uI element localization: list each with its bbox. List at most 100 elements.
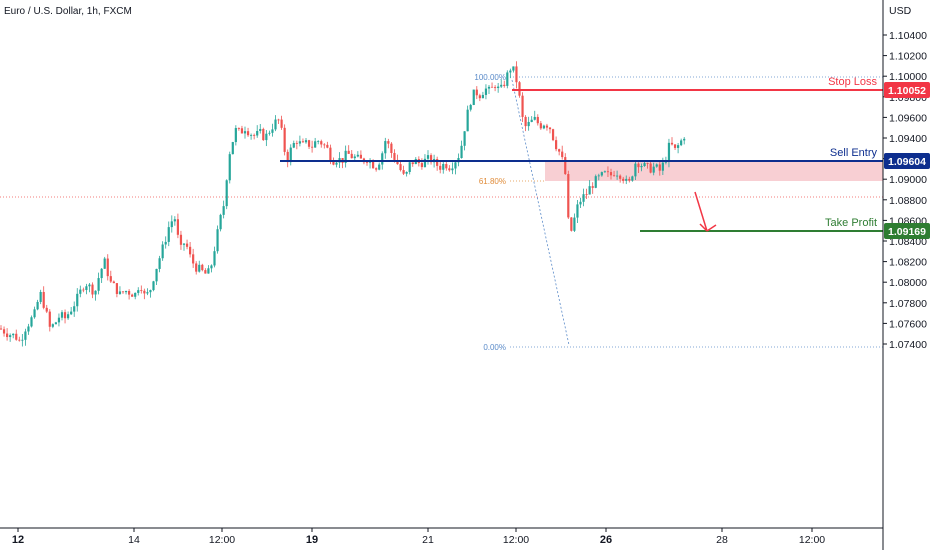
time-axis[interactable]: 12 14 12:00 19 21 12:00 26 28 12:00 [12, 528, 825, 546]
candle-down [420, 163, 423, 168]
candle-up [155, 268, 158, 282]
candle-up [451, 168, 454, 171]
candle-down [15, 333, 18, 340]
candle-up [426, 155, 430, 159]
candle-up [442, 163, 445, 170]
candle-down [201, 264, 204, 271]
candle-up [576, 204, 579, 218]
candle-up [405, 171, 408, 174]
candle-up [198, 264, 201, 272]
candle-down [585, 194, 588, 196]
candle-up [597, 175, 600, 177]
candle-up [103, 258, 106, 269]
candle-down [494, 87, 497, 89]
candle-up [408, 162, 411, 172]
candle-up [216, 229, 219, 252]
price-axis[interactable]: 1.104001.102001.100001.098001.096001.094… [883, 30, 927, 351]
candle-up [149, 290, 152, 293]
candle-down [82, 289, 85, 291]
candle-down [673, 144, 677, 148]
y-tick-label: 1.09600 [889, 112, 927, 124]
fib-trend-line [511, 79, 570, 346]
candle-down [372, 161, 375, 169]
candle-down [91, 284, 94, 295]
candle-down [109, 276, 112, 282]
candle-down [311, 146, 314, 148]
candle-up [506, 72, 509, 86]
candle-down [295, 142, 298, 144]
candle-up [243, 131, 247, 134]
candle-up [210, 265, 213, 269]
candle-down [6, 333, 9, 338]
y-tick-label: 1.07400 [889, 339, 927, 351]
candle-down [329, 147, 332, 162]
candle-up [170, 221, 173, 228]
y-tick-label: 1.07800 [889, 298, 927, 310]
candle-down [115, 283, 118, 294]
candle-up [509, 70, 512, 73]
candle-down [591, 186, 594, 188]
candle-up [219, 214, 222, 230]
candle-up [146, 292, 149, 294]
candle-down [609, 172, 613, 176]
y-tick-label: 1.09000 [889, 174, 927, 186]
candle-up [667, 142, 671, 162]
x-tick-label: 12:00 [503, 534, 529, 546]
sell-zone [545, 162, 883, 181]
candle-down [606, 171, 610, 173]
stop-loss-value: 1.10052 [888, 85, 926, 97]
candle-up [213, 251, 216, 266]
candle-up [335, 162, 338, 165]
candle-up [250, 134, 253, 136]
candle-up [274, 119, 277, 130]
chart-title: Euro / U.S. Dollar, 1h, FXCM [4, 6, 132, 17]
candle-down [411, 162, 414, 165]
candle-up [231, 142, 234, 155]
candle-up [542, 125, 545, 129]
candle-up [481, 94, 484, 99]
candle-down [402, 170, 405, 174]
candle-up [527, 121, 530, 127]
candle-down [253, 134, 256, 136]
candle-up [472, 89, 475, 105]
candle-up [497, 86, 500, 89]
candle-down [612, 175, 616, 177]
candle-down [628, 178, 631, 181]
y-tick-label: 1.08200 [889, 257, 927, 269]
candle-up [314, 141, 317, 148]
candle-down [45, 307, 48, 312]
candle-up [207, 268, 210, 274]
candle-up [634, 163, 637, 177]
candle-down [561, 151, 564, 158]
candle-up [512, 66, 515, 71]
candle-down [320, 141, 323, 145]
candle-up [625, 178, 628, 181]
candle-down [558, 149, 561, 152]
candle-up [640, 166, 643, 168]
candle-up [60, 312, 64, 318]
candle-down [619, 175, 622, 179]
candle-up [423, 158, 427, 168]
candle-up [164, 241, 167, 245]
candle-up [137, 290, 140, 293]
plot-area[interactable] [0, 0, 883, 528]
candle-down [548, 127, 552, 130]
candle-up [356, 154, 359, 157]
candle-up [85, 286, 88, 291]
candle-down [262, 128, 265, 141]
candle-down [179, 234, 183, 245]
candle-down [63, 312, 67, 319]
candle-down [204, 270, 207, 274]
candles [0, 61, 686, 347]
candle-down [524, 116, 527, 127]
candle-up [73, 306, 76, 312]
candle-up [161, 244, 164, 259]
candle-down [323, 144, 326, 146]
candle-down [121, 291, 125, 293]
candle-up [67, 314, 70, 319]
candle-up [222, 206, 225, 215]
candle-up [152, 281, 155, 291]
candle-down [521, 95, 524, 117]
candle-up [21, 339, 24, 341]
